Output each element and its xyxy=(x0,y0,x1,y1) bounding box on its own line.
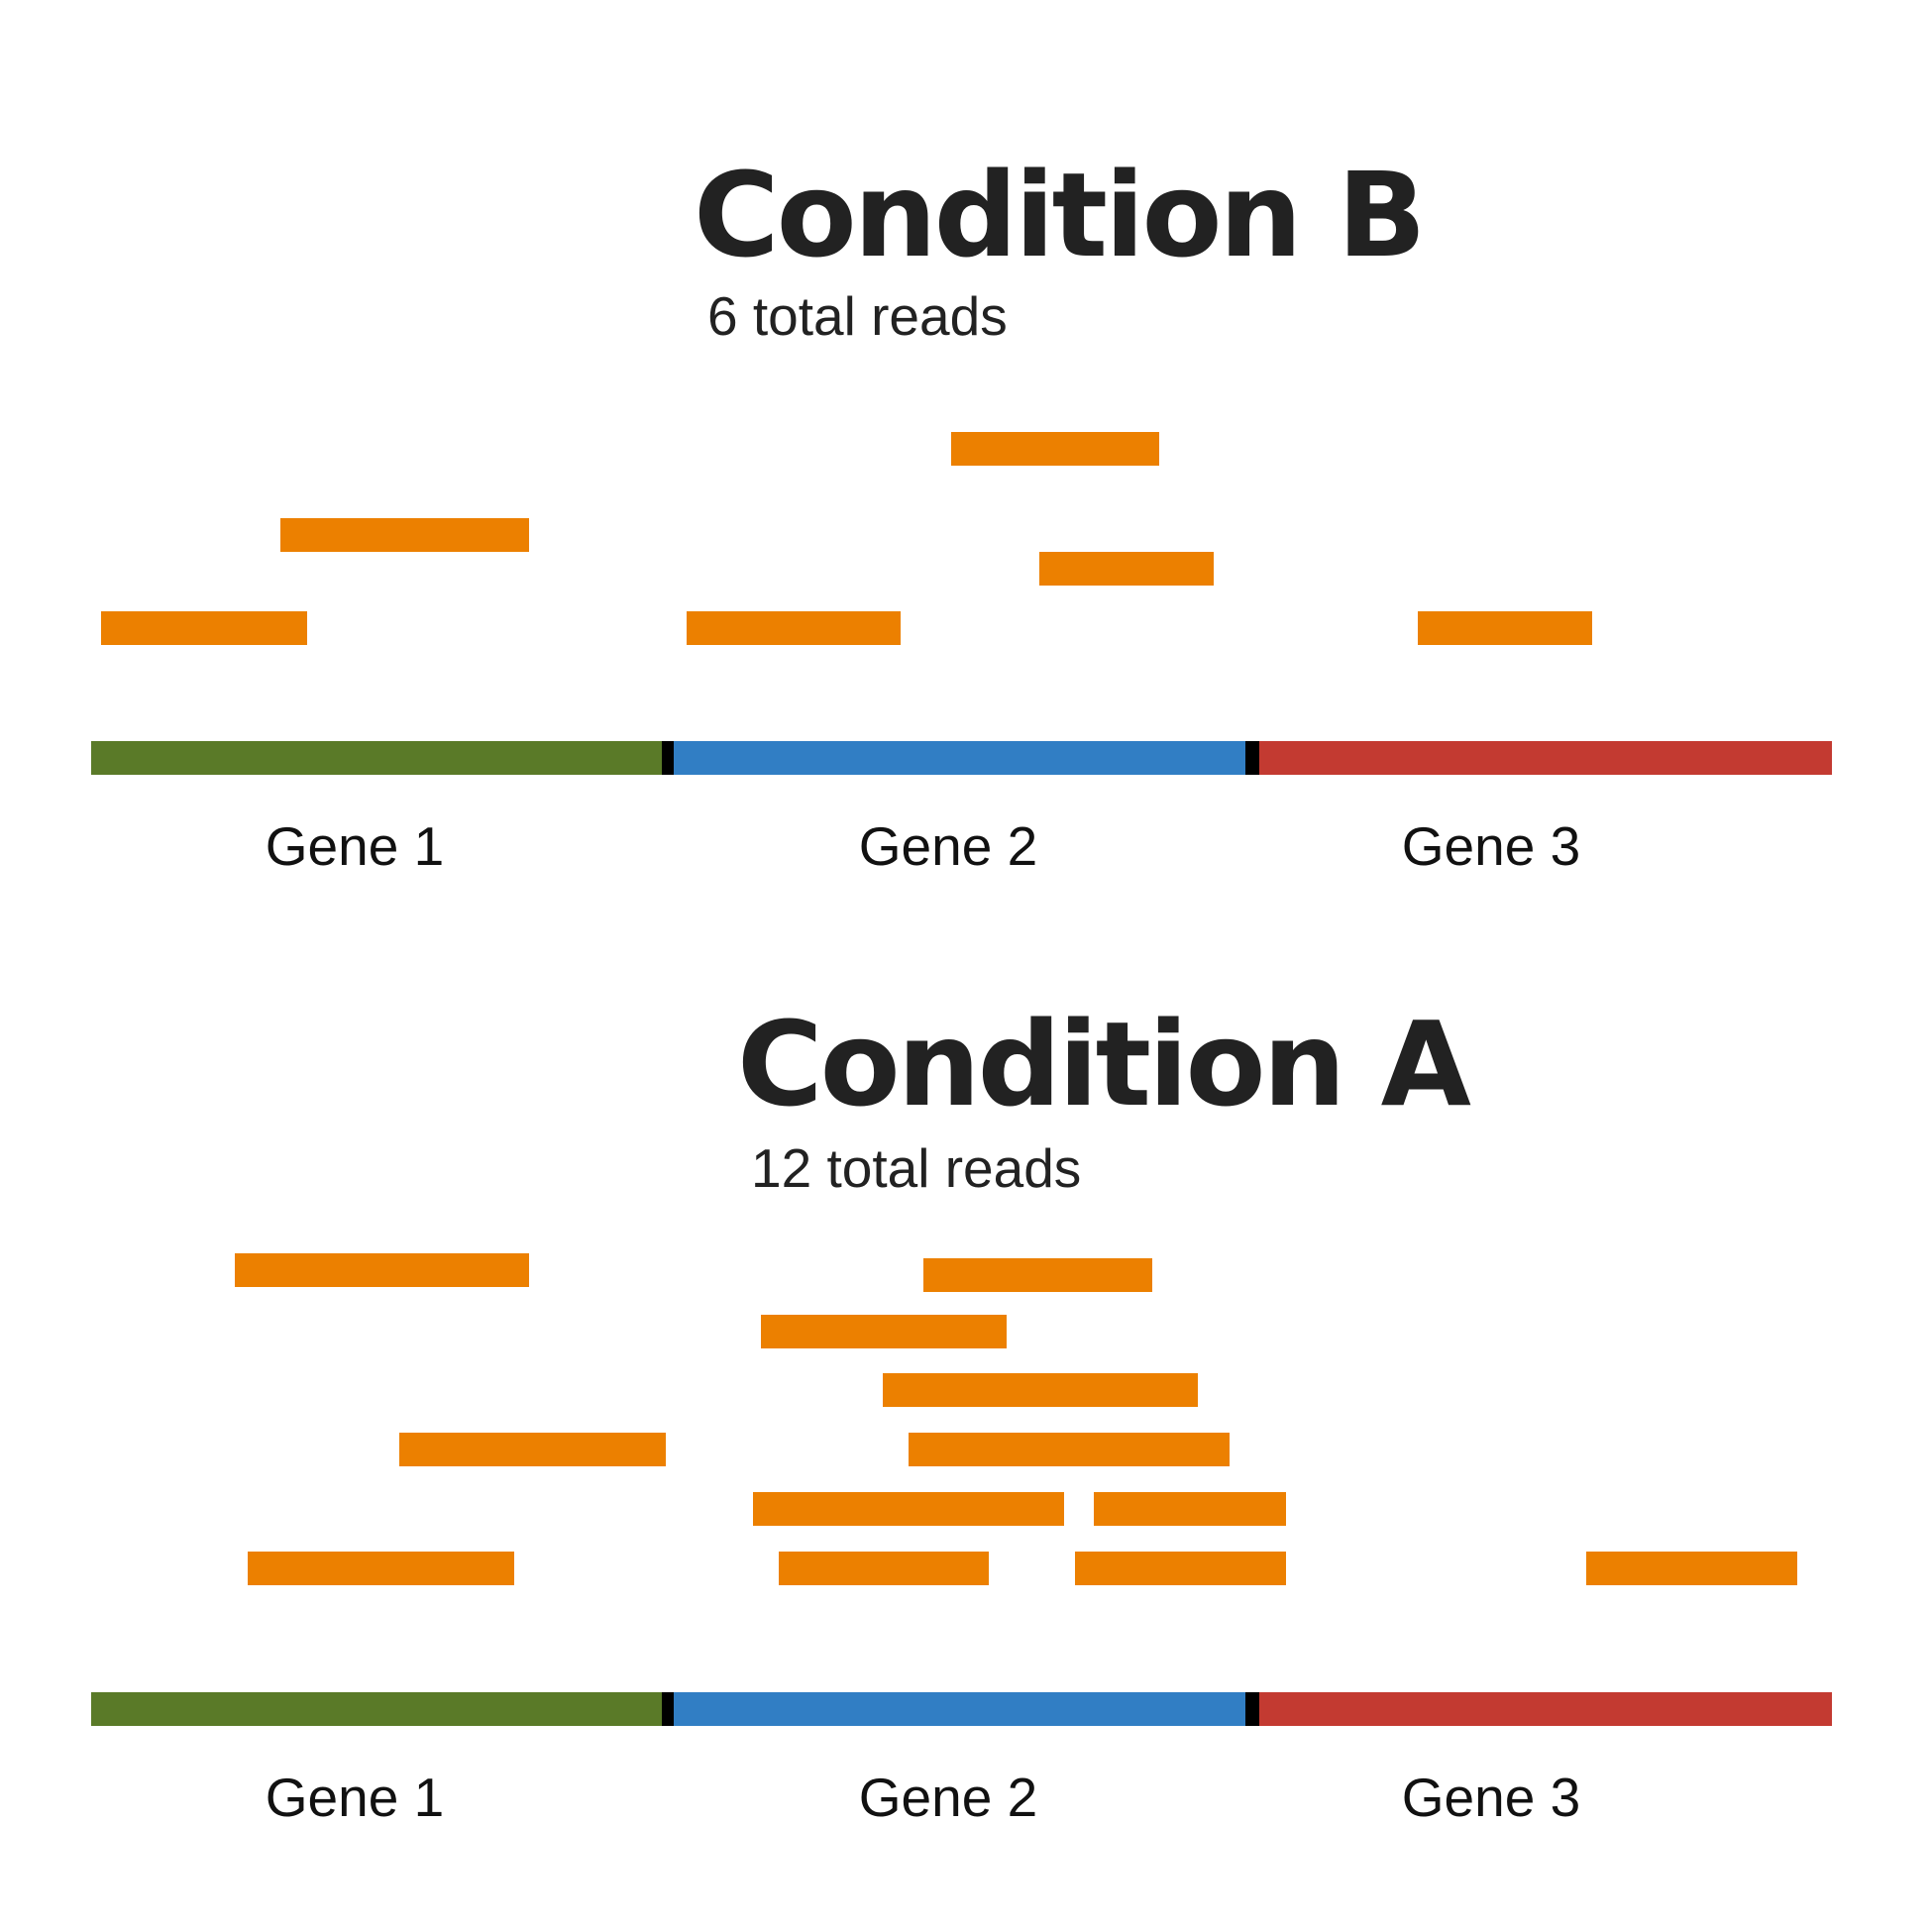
gene-segment-2 xyxy=(674,741,1245,775)
panel-subtitle: 6 total reads xyxy=(707,285,1008,347)
read-bar xyxy=(753,1492,1064,1526)
panel-condition-a: Condition A 12 total reads Gene 1 Gene 2… xyxy=(91,996,1832,1828)
gene-label: Gene 1 xyxy=(266,1767,444,1828)
read-bar xyxy=(779,1552,989,1585)
read-bar xyxy=(883,1373,1198,1407)
read-bar xyxy=(687,611,901,645)
read-bar xyxy=(909,1433,1230,1466)
read-bar xyxy=(1094,1492,1286,1526)
read-bar xyxy=(101,611,307,645)
gene-label: Gene 1 xyxy=(266,815,444,877)
gene-boundary xyxy=(1245,741,1259,775)
gene-label: Gene 3 xyxy=(1402,815,1580,877)
gene-segment-1 xyxy=(91,741,662,775)
panel-subtitle: 12 total reads xyxy=(751,1137,1081,1199)
panel-condition-b: Condition B 6 total reads Gene 1 Gene 2 … xyxy=(91,147,1832,877)
panel-title: Condition B xyxy=(694,147,1424,283)
reads-group xyxy=(101,432,1592,645)
read-bar xyxy=(248,1552,514,1585)
read-bar xyxy=(1039,552,1214,586)
read-bar xyxy=(235,1253,529,1287)
read-bar xyxy=(923,1258,1152,1292)
read-bar xyxy=(761,1315,1007,1348)
gene-boundary xyxy=(1245,1692,1259,1726)
gene-segment-2 xyxy=(674,1692,1245,1726)
read-bar xyxy=(1418,611,1592,645)
panel-title: Condition A xyxy=(737,996,1471,1132)
read-bar xyxy=(951,432,1159,466)
gene-boundary xyxy=(662,1692,674,1726)
gene-segment-3 xyxy=(1259,1692,1832,1726)
read-bar xyxy=(399,1433,666,1466)
gene-label: Gene 2 xyxy=(859,1767,1037,1828)
gene-segment-1 xyxy=(91,1692,662,1726)
read-bar xyxy=(1075,1552,1286,1585)
gene-boundary xyxy=(662,741,674,775)
gene-label: Gene 2 xyxy=(859,815,1037,877)
gene-label: Gene 3 xyxy=(1402,1767,1580,1828)
genome-track xyxy=(91,1692,1832,1726)
read-bar xyxy=(1586,1552,1797,1585)
read-bar xyxy=(280,518,529,552)
reads-group xyxy=(235,1253,1797,1585)
gene-segment-3 xyxy=(1259,741,1832,775)
genome-track xyxy=(91,741,1832,775)
